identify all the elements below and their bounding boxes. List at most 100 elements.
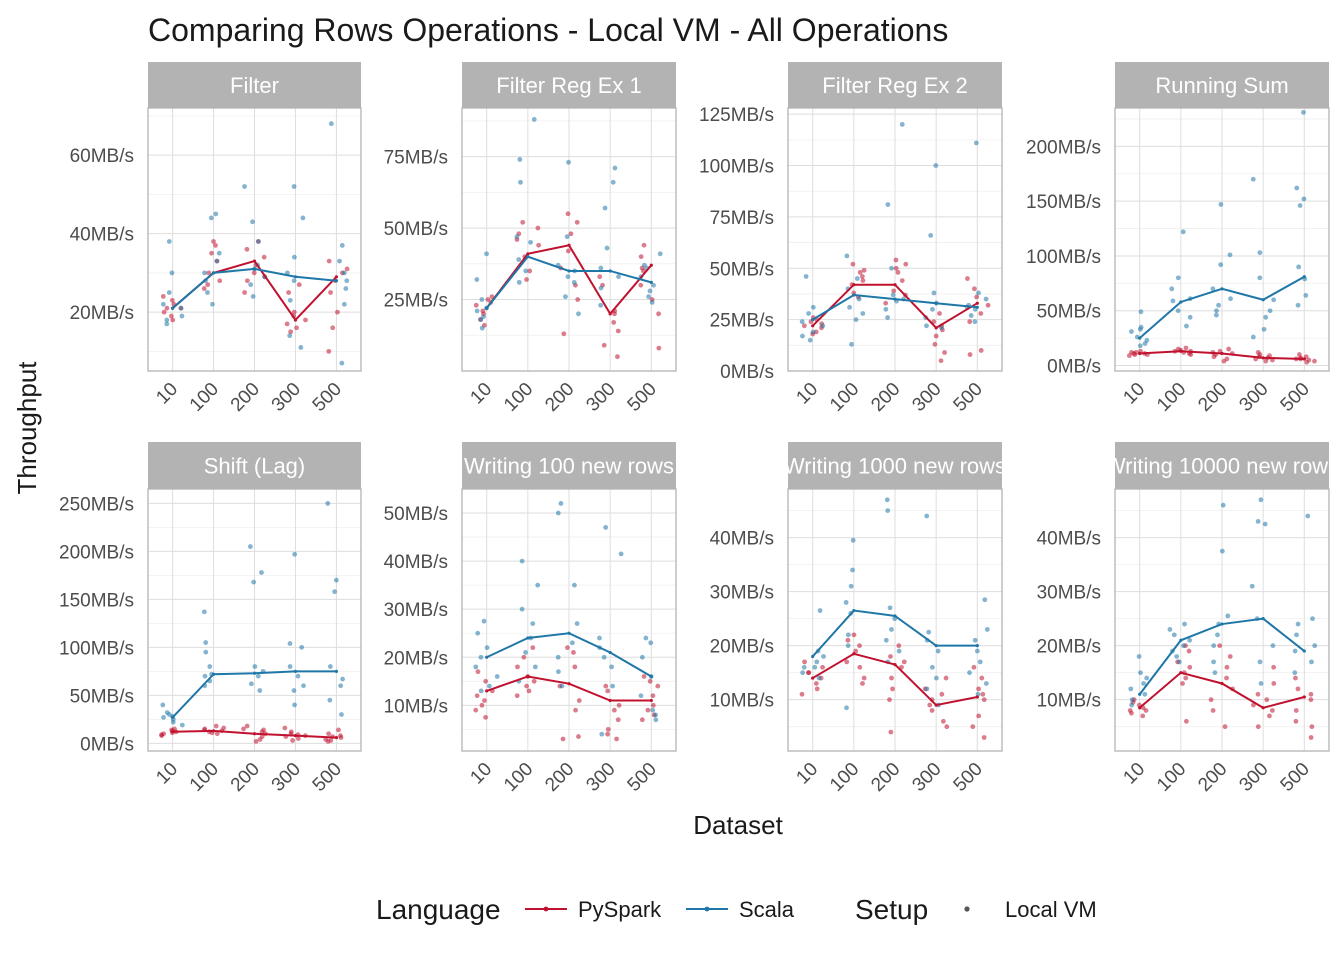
- data-point-scala: [247, 544, 253, 549]
- data-point-pyspark: [1308, 697, 1314, 703]
- data-point-scala: [516, 279, 522, 285]
- data-point-scala: [1270, 643, 1276, 649]
- data-point-scala: [650, 707, 656, 713]
- data-point-pyspark: [213, 723, 219, 729]
- legend-pyspark-dot: [543, 906, 549, 912]
- data-point-scala: [481, 618, 487, 624]
- data-point-pyspark: [647, 678, 653, 684]
- data-point-pyspark: [979, 675, 985, 681]
- mean-point-pyspark: [1261, 706, 1265, 710]
- data-point-scala: [924, 686, 930, 692]
- mean-point-scala: [567, 631, 571, 635]
- data-point-pyspark: [326, 348, 332, 354]
- mean-point-scala: [852, 293, 856, 297]
- data-point-scala: [291, 184, 297, 189]
- data-point-pyspark: [814, 686, 820, 692]
- data-point-scala: [523, 268, 529, 274]
- y-tick-label: 60MB/s: [70, 146, 134, 167]
- data-point-scala: [1220, 502, 1226, 508]
- data-point-scala: [494, 674, 500, 679]
- data-point-scala: [1182, 621, 1187, 627]
- data-point-scala: [1212, 670, 1218, 676]
- data-point-scala: [516, 257, 522, 262]
- data-point-scala: [601, 654, 607, 660]
- data-point-scala: [1175, 275, 1181, 281]
- x-tick-label: 200: [867, 759, 904, 796]
- data-point-scala: [202, 270, 207, 276]
- data-point-scala: [344, 278, 350, 284]
- y-tick-label: 50MB/s: [70, 686, 134, 707]
- y-tick-label: 40MB/s: [384, 552, 448, 573]
- data-point-pyspark: [1175, 346, 1181, 352]
- data-point-pyspark: [524, 277, 529, 282]
- data-point-pyspark: [489, 294, 495, 300]
- data-point-scala: [616, 274, 621, 280]
- data-point-pyspark: [985, 302, 991, 308]
- x-tick-label: 300: [582, 759, 619, 796]
- y-tick-label: 100MB/s: [699, 157, 774, 178]
- y-tick-label: 50MB/s: [384, 219, 448, 240]
- data-point-pyspark: [241, 726, 246, 732]
- x-tick-label: 200: [227, 759, 264, 796]
- mean-point-pyspark: [1138, 706, 1142, 710]
- data-point-pyspark: [1271, 664, 1277, 670]
- y-tick-label: 50MB/s: [384, 504, 448, 525]
- mean-point-pyspark: [567, 243, 571, 247]
- data-point-pyspark: [938, 358, 944, 364]
- data-point-pyspark: [638, 254, 644, 260]
- mean-point-pyspark: [608, 312, 612, 316]
- data-point-pyspark: [859, 274, 865, 279]
- data-point-pyspark: [286, 290, 292, 295]
- data-point-pyspark: [1224, 675, 1229, 681]
- data-point-scala: [638, 693, 644, 699]
- chart-title: Comparing Rows Operations - Local VM - A…: [148, 12, 948, 48]
- data-point-pyspark: [1293, 708, 1299, 713]
- data-point-scala: [287, 333, 293, 339]
- data-point-scala: [1225, 613, 1231, 619]
- data-point-pyspark: [655, 683, 661, 689]
- data-point-pyspark: [335, 309, 340, 315]
- data-point-pyspark: [940, 718, 946, 724]
- y-tick-label: 150MB/s: [1026, 192, 1101, 213]
- legend-setup-title: Setup: [855, 894, 928, 925]
- data-point-scala: [799, 319, 805, 325]
- data-point-pyspark: [895, 269, 901, 275]
- facet-title: Shift (Lag): [204, 454, 306, 479]
- data-point-scala: [1137, 343, 1143, 349]
- data-point-scala: [598, 285, 604, 291]
- data-point-scala: [887, 605, 893, 611]
- data-point-pyspark: [615, 717, 621, 723]
- data-point-scala: [474, 308, 480, 314]
- data-point-pyspark: [515, 664, 520, 670]
- data-point-scala: [339, 360, 345, 366]
- data-point-scala: [597, 635, 602, 641]
- data-point-pyspark: [344, 266, 350, 272]
- data-point-scala: [255, 673, 261, 679]
- x-tick-label: 500: [1277, 759, 1314, 796]
- data-point-scala: [1137, 326, 1143, 332]
- data-point-pyspark: [531, 678, 537, 684]
- data-point-scala: [559, 683, 565, 689]
- data-point-scala: [845, 632, 851, 638]
- data-point-pyspark: [889, 675, 894, 681]
- legend-language-title: Language: [376, 894, 501, 925]
- data-point-scala: [528, 239, 533, 245]
- data-point-pyspark: [213, 242, 218, 248]
- data-point-pyspark: [976, 713, 982, 719]
- mean-point-pyspark: [975, 695, 979, 699]
- y-axis-title: Throughput: [12, 361, 42, 495]
- data-point-pyspark: [1267, 713, 1272, 719]
- x-tick-label: 300: [908, 379, 945, 416]
- data-point-scala: [849, 341, 854, 347]
- data-point-scala: [517, 157, 523, 162]
- data-point-scala: [1214, 308, 1219, 314]
- data-point-pyspark: [261, 727, 267, 733]
- data-point-scala: [1174, 654, 1180, 659]
- y-tick-label: 150MB/s: [59, 590, 134, 611]
- data-point-pyspark: [1143, 708, 1149, 713]
- mean-point-pyspark: [334, 735, 339, 740]
- facet-title: Writing 100 new rows: [464, 454, 674, 479]
- data-point-scala: [514, 234, 520, 240]
- data-point-scala: [341, 301, 347, 307]
- data-point-pyspark: [932, 341, 938, 347]
